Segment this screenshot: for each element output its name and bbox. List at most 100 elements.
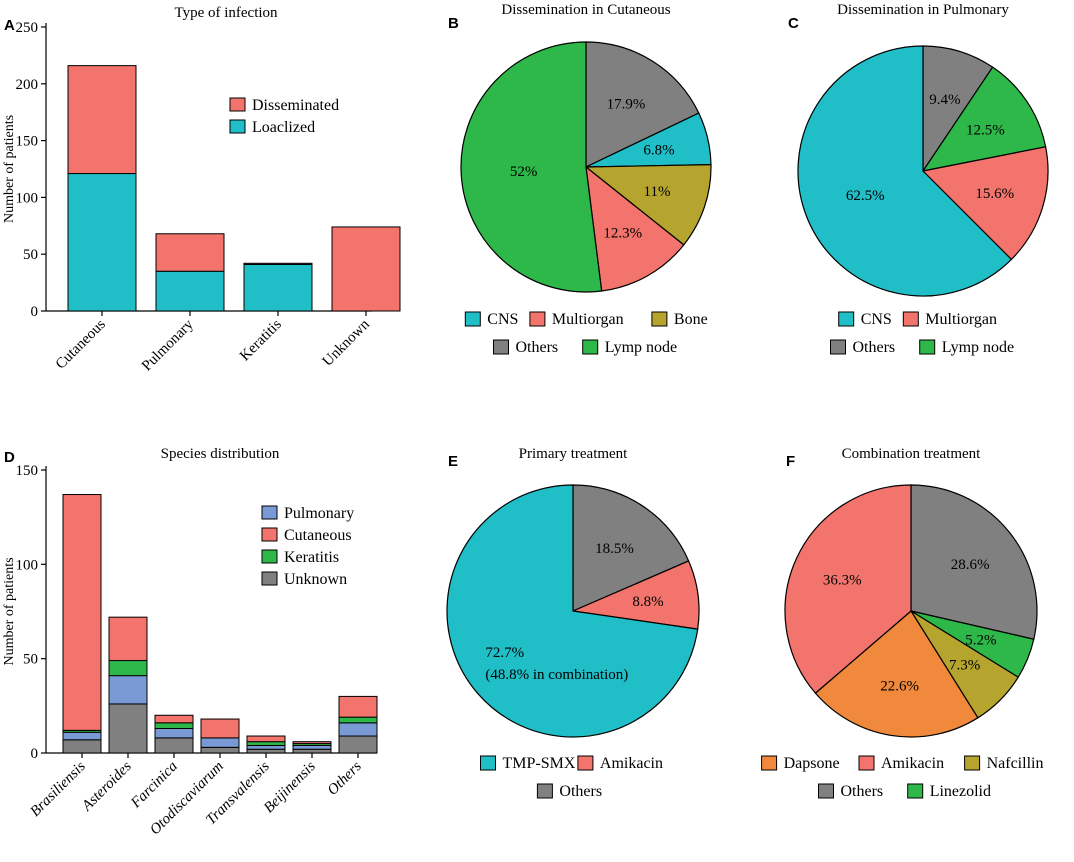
chart-panel-a: Type of infection Number of patients 0 50 10… [2,5,401,374]
y-axis-title: Number of patients [2,557,17,665]
bar-segment [246,744,286,750]
bar-segment [62,731,102,741]
panel-letter-c: C [788,15,799,32]
legend-label: Amikacin [881,755,944,772]
y-tick-label: 50 [23,247,38,263]
bar-segment [246,748,286,754]
chart-title: Dissemination in Pulmonary [837,2,1009,18]
pie-slice [784,484,912,694]
slice-label: 12.3% [603,225,642,241]
legend-label: TMP-SMX [503,755,576,772]
legend-swatch [229,97,246,112]
chart-panel-b: Dissemination in Cutaneous 17.9% 6.8% 11% 12… [460,2,712,356]
legend-label: Amikacin [600,755,663,772]
slice-label: 5.2% [965,633,996,649]
legend-swatch [830,339,846,355]
bar-segment [67,65,137,175]
legend-label: Unknown [284,571,347,588]
legend-label: Pulmonary [284,505,354,522]
legend-swatch [261,527,278,542]
pie-slice [572,484,690,612]
slice-label: 8.8% [632,594,663,610]
chart-title: Primary treatment [519,446,629,462]
x-tick-label: Pulmonary [139,316,197,374]
bar-segment [292,741,332,745]
x-tick-label: Cutaneous [53,316,109,372]
legend-swatch [907,783,924,799]
slice-label: 12.5% [966,122,1005,138]
pie-slice [910,484,1038,640]
y-tick-label: 200 [16,77,39,93]
bar-segment [246,741,286,746]
pie-slice [921,66,1047,172]
slice-label: 36.3% [823,572,862,588]
legend-label: Others [853,339,896,356]
x-tick-label: Asteroides [78,758,135,815]
bar-segment [338,695,378,718]
legend-swatch [577,755,594,771]
x-tick-label: Brasiliensis [27,758,89,820]
legend-label: Multiorgan [925,311,997,328]
bar-segment [200,737,240,748]
legend-swatch [464,311,481,327]
x-tick-label: Others [325,758,365,798]
pie-slice [446,484,699,738]
bar-segment [154,727,194,739]
slice-label: 62.5% [846,188,885,204]
legend-label: Others [559,783,602,800]
pie-slice [814,610,979,738]
pie-slice [460,41,603,293]
bar-segment [62,739,102,754]
bar-segment [292,748,332,754]
chart-title: Dissemination in Cutaneous [501,2,670,18]
legend-swatch [838,311,855,327]
bar-segment [331,226,401,312]
pie-slice [797,45,1013,297]
y-tick-label: 150 [16,463,39,479]
x-tick-label: Keratitis [237,316,285,364]
legend-swatch [964,755,981,771]
legend-swatch [480,755,496,771]
legend-swatch [261,505,278,520]
bar-segment [200,746,240,754]
bar-segment [62,494,102,731]
pie-slice [921,146,1049,261]
legend-swatch [858,755,875,771]
bar-segment [338,716,378,724]
chart-title: Type of infection [174,5,278,21]
slice-label: 15.6% [975,186,1014,202]
bar-segment [243,262,313,265]
bar-segment [154,737,194,754]
legend-swatch [761,755,778,771]
bar-segment [108,675,148,705]
legend-swatch [261,549,278,564]
x-tick-label: Unknown [320,316,374,370]
legend-swatch [536,783,553,799]
legend-label: Loaclized [252,119,315,136]
panel-letter-a: A [4,17,15,34]
legend-label: CNS [487,311,518,328]
bar-segment [246,735,286,743]
legend-label: Lymp node [605,339,677,356]
legend-swatch [818,783,834,799]
legend-label: Bone [674,311,708,328]
pie-slice [584,164,712,246]
y-tick-label: 100 [16,190,39,206]
slice-label: 52% [510,164,538,180]
legend-label: Multiorgan [552,311,624,328]
bar-segment [154,714,194,724]
slice-label: 9.4% [929,92,960,108]
legend-swatch [902,311,919,327]
bar-segment [155,270,225,312]
legend-swatch [493,339,509,355]
y-axis-title: Number of patients [2,115,17,223]
chart-panel-f: Combination treatment 28.6% 5.2% 7.3% 22.6% 3… [761,446,1043,800]
legend-swatch [229,119,246,134]
pie-slice [585,165,685,292]
bar-segment [108,703,148,754]
pie-slice [585,41,700,168]
legend-swatch [919,339,936,355]
panel-letter-b: B [448,15,459,32]
legend-swatch [529,311,546,327]
